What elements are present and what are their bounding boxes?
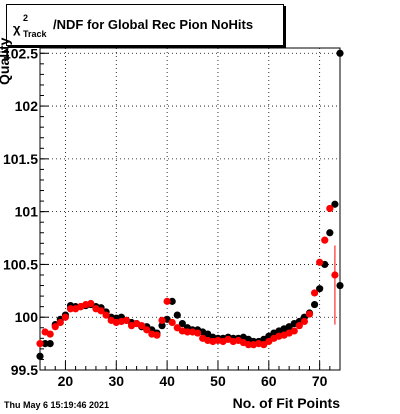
point-red [295, 322, 303, 330]
x-tick-label: 20 [58, 373, 74, 389]
point-black [41, 340, 49, 348]
x-tick-label: 40 [159, 373, 175, 389]
title-chi-symbol: χ [13, 21, 21, 36]
point-red [66, 305, 75, 313]
point-red [36, 340, 44, 348]
y-tick-label: 101.5 [3, 151, 38, 167]
point-red [168, 318, 176, 327]
plot-frame [39, 47, 341, 371]
y-tick-label: 100.5 [3, 256, 38, 272]
point-red [300, 317, 309, 326]
point-red [194, 329, 202, 337]
point-red [51, 323, 59, 331]
x-tick-label: 60 [261, 373, 277, 389]
point-red [46, 330, 54, 338]
point-black [326, 229, 334, 237]
point-red [321, 236, 329, 244]
point-black [336, 281, 344, 290]
point-black [36, 352, 44, 360]
data-points [36, 49, 344, 360]
y-tick-label: 99.5 [11, 362, 38, 378]
point-black [310, 300, 319, 309]
point-red [305, 310, 314, 318]
x-tick-label: 50 [210, 373, 226, 389]
point-black [158, 322, 166, 330]
point-red [244, 341, 253, 349]
point-black [316, 285, 324, 293]
point-red [326, 204, 334, 213]
point-red [316, 258, 324, 266]
point-black-outlier [336, 49, 344, 57]
y-tick-label: 101 [15, 204, 39, 220]
chart-title: χ 2 Track /NDF for Global Rec Pion NoHit… [6, 4, 284, 46]
point-red [97, 307, 105, 315]
point-black [46, 340, 54, 348]
point-red [310, 289, 319, 297]
timestamp: Thu May 6 15:19:46 2021 [4, 400, 110, 410]
point-red [61, 313, 70, 321]
point-red [290, 327, 298, 335]
point-red [158, 316, 166, 324]
x-axis-label: No. of Fit Points [232, 395, 340, 411]
point-red [87, 299, 95, 308]
point-black [178, 319, 186, 328]
point-red [183, 328, 192, 336]
y-tick-label: 100 [15, 309, 39, 325]
axes [39, 47, 341, 371]
point-red [56, 318, 64, 327]
y-axis-label: Quality [0, 37, 12, 85]
point-red [122, 316, 131, 324]
x-tick-label: 30 [108, 373, 124, 389]
point-red [163, 297, 171, 305]
point-red [153, 331, 161, 339]
y-tick-label: 102 [15, 98, 39, 114]
tick-labels: 20 30 40 50 60 70 99.5 100 100.5 101 101.5 102 102.5 [3, 45, 328, 389]
title-subscript: Track [23, 29, 47, 39]
point-black [173, 311, 181, 319]
x-tick-label: 70 [312, 373, 328, 389]
point-black [331, 200, 339, 208]
point-red [331, 271, 339, 279]
point-red [138, 322, 146, 330]
y-tick-label: 102.5 [3, 45, 38, 61]
title-text: /NDF for Global Rec Pion NoHits [53, 17, 254, 32]
point-red [102, 311, 110, 319]
point-black [168, 297, 176, 305]
title-superscript: 2 [23, 13, 29, 23]
point-red [143, 326, 151, 334]
